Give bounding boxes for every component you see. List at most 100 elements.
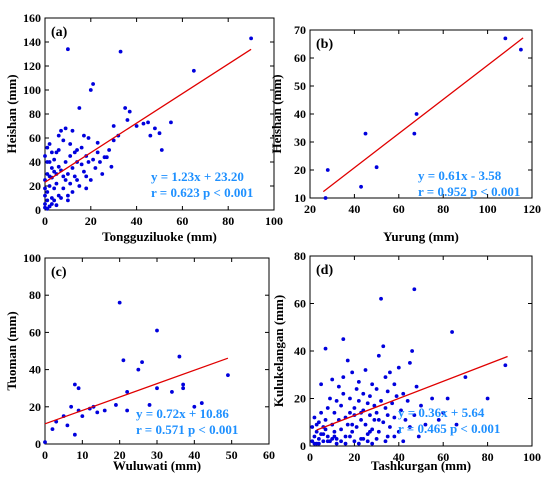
data-point xyxy=(316,436,321,441)
data-point xyxy=(52,169,57,174)
data-point xyxy=(72,150,77,155)
data-point xyxy=(419,403,423,408)
data-point xyxy=(59,128,63,133)
data-point xyxy=(70,166,75,170)
scatter-panel-c: 0 10 20 30 40 50 60 0 20 40 60 80 100 Wuluwati (mm) Tu… xyxy=(4,251,275,473)
data-point xyxy=(79,162,84,167)
data-point xyxy=(61,174,66,179)
data-point xyxy=(352,406,357,410)
data-point xyxy=(70,128,75,133)
data-point xyxy=(86,136,91,140)
y-tick-label: 40 xyxy=(294,344,306,358)
data-point xyxy=(319,382,323,387)
data-point xyxy=(330,436,335,441)
y-tick-label: 20 xyxy=(29,179,41,193)
data-point xyxy=(80,414,85,418)
data-point xyxy=(401,439,406,444)
data-point xyxy=(370,382,375,387)
data-point xyxy=(363,422,368,427)
x-tick-label: 20 xyxy=(304,202,316,216)
data-point xyxy=(102,408,107,413)
data-point xyxy=(63,126,68,131)
data-point xyxy=(70,190,75,194)
y-tick-label: 0 xyxy=(35,203,41,217)
data-point xyxy=(100,172,105,176)
data-point xyxy=(56,148,61,152)
data-point xyxy=(441,410,446,415)
x-tick-label: 60 xyxy=(393,202,405,216)
data-point xyxy=(181,386,186,391)
data-point xyxy=(95,150,100,155)
data-point xyxy=(356,379,361,384)
panel-label: (a) xyxy=(51,25,68,40)
data-point xyxy=(321,439,326,444)
data-point xyxy=(412,287,417,292)
data-point xyxy=(408,425,412,429)
data-point xyxy=(79,145,84,150)
x-tick-label: 40 xyxy=(393,450,405,464)
data-point xyxy=(45,172,50,176)
data-point xyxy=(63,160,68,164)
data-point xyxy=(350,422,355,427)
x-tick-label: 0 xyxy=(42,448,48,462)
data-point xyxy=(88,178,93,182)
data-point xyxy=(75,148,79,152)
data-point xyxy=(312,441,317,446)
data-point xyxy=(310,439,315,444)
scatter-panel-a: 0 20 40 60 80 100 0 20 40 60 80 100 120 140 160 Tongguz… xyxy=(4,11,283,244)
data-point xyxy=(72,174,77,179)
data-point xyxy=(199,401,204,405)
x-tick-label: 60 xyxy=(176,214,188,228)
correlation-stats: r = 0.623 p < 0.001 xyxy=(151,185,253,200)
data-point xyxy=(314,429,319,434)
data-point xyxy=(140,360,144,365)
data-point xyxy=(316,441,321,446)
data-point xyxy=(350,429,355,434)
data-point xyxy=(368,429,372,434)
data-point xyxy=(376,429,381,434)
data-point xyxy=(91,157,95,162)
data-point xyxy=(341,375,346,380)
x-tick-label: 60 xyxy=(437,450,449,464)
data-point xyxy=(65,423,70,428)
regression-equation: y = 0.72x + 10.86 xyxy=(136,406,229,421)
data-point xyxy=(332,434,337,439)
data-point xyxy=(370,441,375,446)
data-point xyxy=(354,425,359,429)
data-point xyxy=(450,330,454,334)
data-point xyxy=(136,367,141,372)
data-point xyxy=(379,296,383,301)
data-point xyxy=(372,403,377,408)
data-point xyxy=(72,382,77,387)
data-point xyxy=(388,370,392,375)
regression-line xyxy=(322,37,524,193)
data-point xyxy=(381,420,386,425)
data-point xyxy=(379,398,383,403)
y-tick-label: 20 xyxy=(294,163,306,177)
data-point xyxy=(325,439,330,444)
data-point xyxy=(408,360,412,365)
data-point xyxy=(66,193,70,198)
data-point xyxy=(61,186,66,191)
data-point xyxy=(121,358,126,363)
data-point xyxy=(341,337,346,342)
data-point xyxy=(45,198,50,203)
data-point xyxy=(403,417,408,422)
scatter-panel-d: 0 20 40 60 80 100 0 20 40 60 80 Tashkurgan (mm) Kulu… xyxy=(271,249,541,473)
data-point xyxy=(359,417,363,422)
regression-equation: y = 0.36x + 5.64 xyxy=(398,405,485,420)
x-tick-label: 10 xyxy=(76,448,88,462)
data-point xyxy=(43,186,47,191)
x-tick-label: 20 xyxy=(348,450,360,464)
data-point xyxy=(314,422,319,427)
panel-label: (c) xyxy=(51,265,67,280)
data-point xyxy=(68,154,73,158)
y-tick-label: 60 xyxy=(294,51,306,65)
y-tick-label: 40 xyxy=(29,155,41,169)
data-point xyxy=(146,120,150,125)
y-tick-label: 40 xyxy=(29,363,41,377)
data-point xyxy=(82,169,86,174)
data-point xyxy=(177,354,182,359)
x-tick-label: 40 xyxy=(188,448,200,462)
